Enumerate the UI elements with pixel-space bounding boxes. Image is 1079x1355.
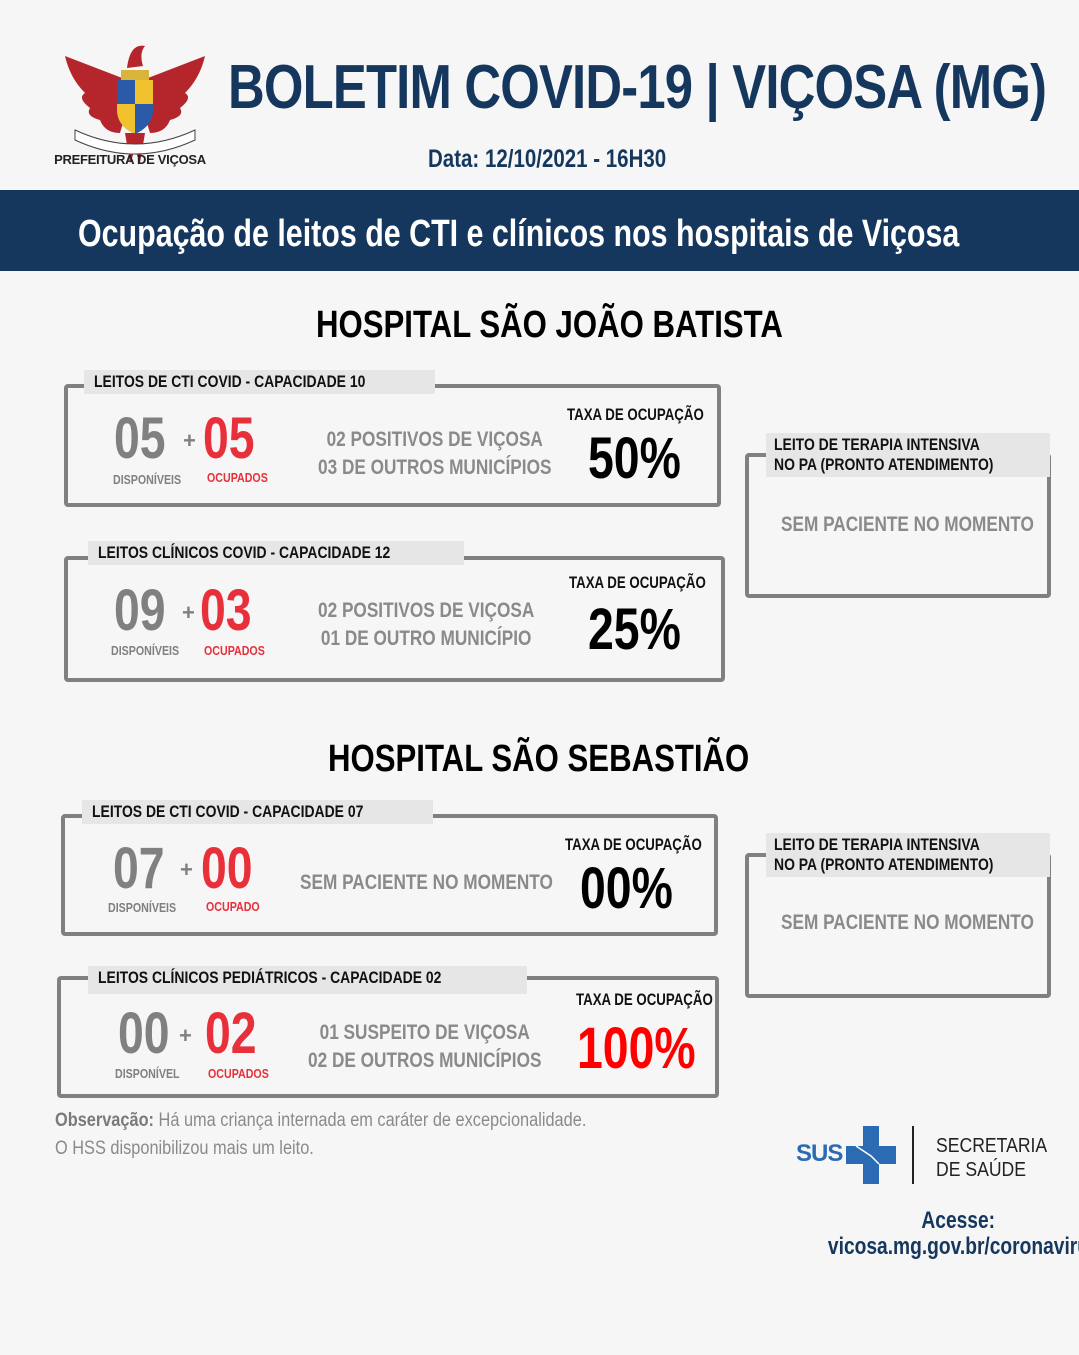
available-label: DISPONÍVEIS [108,900,177,915]
pa-status-message: SEM PACIENTE NO MOMENTO [781,513,1034,536]
coronavirus-url-link[interactable]: vicosa.mg.gov.br/coronavirus [827,1233,1079,1260]
plus-icon: + [182,600,195,625]
occupancy-rate-label: TAXA DE OCUPAÇÃO [569,573,706,592]
plus-icon: + [179,1023,192,1048]
section-banner [0,190,1079,271]
occupied-count: 05 [203,406,255,471]
available-label: DISPONÍVEL [115,1066,180,1081]
occupancy-rate: 25% [588,597,681,662]
page-title: BOLETIM COVID-19 | VIÇOSA (MG) [228,53,1047,122]
available-label: DISPONÍVEIS [113,472,182,487]
footer-link-block: Acesse: vicosa.mg.gov.br/coronavirus [760,1207,1079,1260]
available-label: DISPONÍVEIS [111,643,180,658]
occupancy-rate-label: TAXA DE OCUPAÇÃO [567,405,704,424]
occupied-label: OCUPADOS [208,1066,269,1081]
secretaria-de-saude-label: SECRETARIA DE SAÚDE [936,1135,1048,1181]
available-count: 07 [113,836,165,901]
section-banner-text: Ocupação de leitos de CTI e clínicos nos… [78,213,960,255]
pa-card-tag: LEITO DE TERAPIA INTENSIVA NO PA (PRONTO… [766,433,1050,477]
card-clinicos-covid-hsjb [64,556,725,682]
occupancy-rate: 50% [588,426,681,491]
patient-origin: 01 SUSPEITO DE VIÇOSA 02 DE OUTROS MUNIC… [308,1021,542,1072]
patient-origin: 02 POSITIVOS DE VIÇOSA 01 DE OUTRO MUNIC… [318,599,535,650]
occupancy-rate: 100% [577,1016,696,1081]
hospital-title-sao-joao-batista: HOSPITAL SÃO JOÃO BATISTA [316,304,783,346]
occupied-label: OCUPADOS [207,470,268,485]
patient-origin: SEM PACIENTE NO MOMENTO [300,871,553,894]
card-clinicos-pediatricos-hss [57,976,719,1098]
available-count: 09 [114,578,166,643]
observation-note: Observação: Há uma criança internada em … [55,1110,587,1159]
card-tag: LEITOS DE CTI COVID - CAPACIDADE 10 [84,370,435,394]
sus-label: SUS [796,1140,843,1167]
prefeitura-label: PREFEITURA DE VIÇOSA [54,152,206,167]
available-count: 00 [118,1001,170,1066]
pa-status-message: SEM PACIENTE NO MOMENTO [781,911,1034,934]
available-count: 05 [114,406,166,471]
occupancy-rate-label: TAXA DE OCUPAÇÃO [576,990,713,1009]
card-cti-covid-hsjb [64,384,721,507]
sus-cross-icon [846,1126,896,1184]
acesse-label: Acesse: [921,1207,995,1234]
bulletin-date: Data: 12/10/2021 - 16H30 [428,145,667,173]
hospital-title-sao-sebastiao: HOSPITAL SÃO SEBASTIÃO [328,738,750,780]
observation-label: Observação: [55,1110,155,1131]
occupied-label: OCUPADOS [204,643,265,658]
pa-card-tag: LEITO DE TERAPIA INTENSIVA NO PA (PRONTO… [766,833,1050,877]
occupied-count: 02 [205,1001,257,1066]
occupied-count: 03 [200,578,252,643]
prefeitura-coat-of-arms-logo [65,45,205,163]
footer-divider [912,1126,914,1184]
occupancy-rate: 00% [580,856,673,921]
card-tag: LEITOS CLÍNICOS COVID - CAPACIDADE 12 [88,541,465,565]
card-pa-uti-hss [745,853,1051,998]
occupancy-rate-label: TAXA DE OCUPAÇÃO [565,835,702,854]
card-tag: LEITOS CLÍNICOS PEDIÁTRICOS - CAPACIDADE… [88,966,527,994]
patient-origin: 02 POSITIVOS DE VIÇOSA 03 DE OUTROS MUNI… [318,428,552,479]
plus-icon: + [180,857,193,882]
card-tag: LEITOS DE CTI COVID - CAPACIDADE 07 [82,800,433,824]
occupied-label: OCUPADO [206,899,260,914]
plus-icon: + [183,428,196,453]
occupied-count: 00 [201,836,253,901]
